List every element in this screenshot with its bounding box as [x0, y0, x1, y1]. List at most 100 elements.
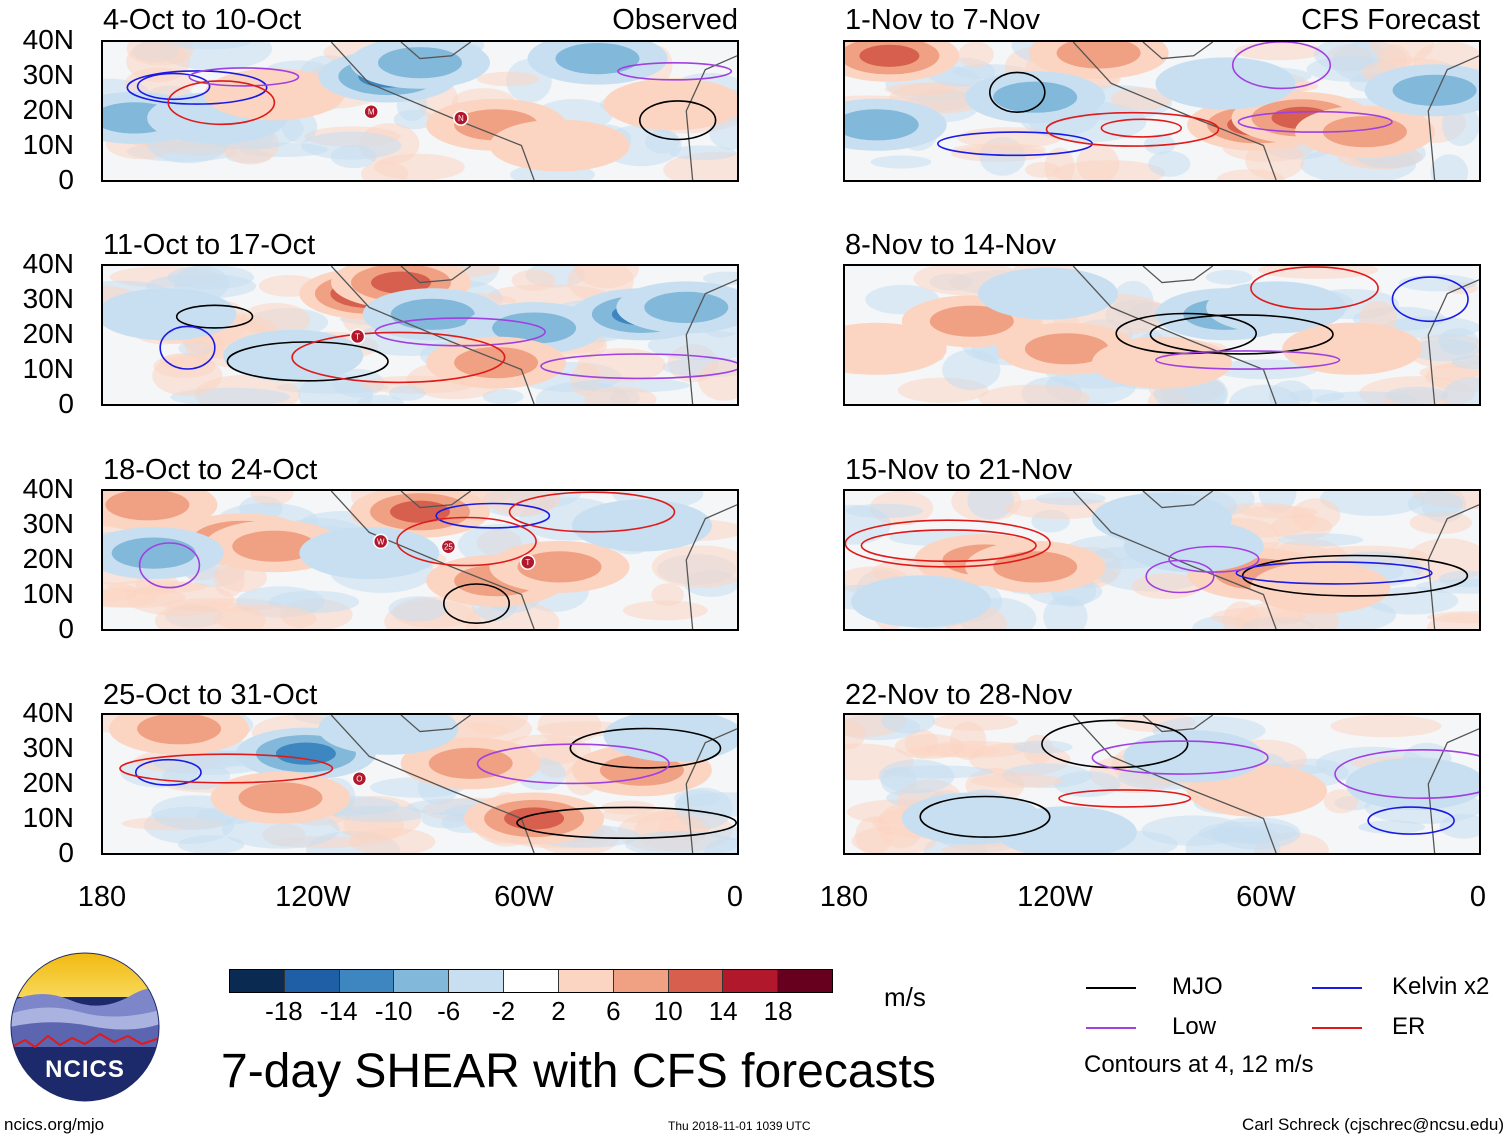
- colorbar-swatch: [339, 970, 395, 992]
- shear-patch: [651, 583, 684, 606]
- map-panel-fc1: [843, 40, 1481, 182]
- shear-anomaly: [845, 109, 919, 141]
- shear-field-obs2: T: [103, 266, 737, 404]
- colorbar-tick-label: -6: [437, 996, 461, 1026]
- shear-patch: [1407, 491, 1463, 517]
- colorbar-swatch: [668, 970, 724, 992]
- shear-patch: [1291, 498, 1341, 532]
- panel-title-obs1: 4-Oct to 10-Oct: [103, 4, 302, 36]
- shear-patch: [967, 491, 1014, 520]
- legend-label-er: ER: [1392, 1013, 1426, 1040]
- storm-marker: T: [520, 554, 536, 570]
- er-contour: [167, 80, 276, 126]
- figure-title: 7-day SHEAR with CFS forecasts: [221, 1045, 936, 1098]
- shear-anomaly: [555, 43, 640, 75]
- shear-anomaly: [644, 291, 729, 323]
- shear-patch: [1442, 377, 1479, 404]
- colorbar-tick-label: 10: [653, 996, 683, 1026]
- legend-swatch-er: [1312, 1027, 1362, 1029]
- shear-anomaly: [996, 806, 1137, 853]
- colorbar-tick-label: 18: [763, 996, 793, 1026]
- colorbar: [229, 969, 833, 993]
- colorbar-tick-label: -10: [374, 996, 413, 1026]
- x-tick-label: 60W: [494, 881, 554, 913]
- legend-swatch-mjo: [1086, 987, 1136, 989]
- shear-patch: [845, 719, 866, 750]
- mjo-contour: [516, 806, 737, 840]
- logo-text: NCICS: [45, 1056, 125, 1083]
- panel-tag-observed: Observed: [612, 4, 738, 36]
- map-panel-obs4: O: [101, 713, 739, 855]
- x-tick-label: 120W: [275, 881, 351, 913]
- storm-letter: T: [525, 558, 530, 567]
- shear-anomaly: [1392, 74, 1477, 106]
- shear-field-fc3: [845, 491, 1479, 629]
- shear-patch: [577, 348, 666, 382]
- shear-anomaly: [993, 81, 1078, 113]
- coastline: [330, 266, 737, 404]
- shear-field-obs1: MN: [103, 42, 737, 180]
- shear-patch: [388, 596, 448, 622]
- shear-anomaly: [1092, 492, 1232, 545]
- kelvin-contour: [135, 758, 202, 786]
- shear-patch: [1366, 586, 1459, 615]
- shear-patch: [373, 153, 465, 180]
- shear-anomaly: [1250, 561, 1391, 614]
- mjo-contour: [1041, 719, 1189, 769]
- y-tick-label: 10N: [22, 802, 74, 833]
- shear-anomaly: [504, 807, 565, 830]
- colorbar-tick-label: 14: [708, 996, 738, 1026]
- y-tick-label: 10N: [22, 578, 74, 609]
- mjo-contour: [569, 727, 722, 769]
- panel-title-fc2: 8-Nov to 14-Nov: [845, 229, 1057, 261]
- shear-patch: [164, 42, 251, 50]
- shear-patch: [477, 71, 540, 87]
- shear-patch: [958, 42, 994, 68]
- low-contour: [188, 67, 300, 87]
- storm-marker: W: [372, 533, 389, 550]
- shear-patch: [651, 545, 737, 588]
- shear-patch: [250, 491, 294, 506]
- shear-patch: [669, 145, 737, 161]
- shear-anomaly: [378, 47, 462, 79]
- shear-patch: [878, 759, 955, 794]
- shear-anomaly: [454, 347, 539, 379]
- shear-patch: [332, 368, 385, 398]
- map-panel-fc4: [843, 713, 1481, 855]
- x-tick-label: 0: [1469, 881, 1487, 913]
- shear-patch: [704, 837, 737, 853]
- shear-patch: [1144, 134, 1176, 155]
- y-tick-label: 0: [58, 388, 74, 419]
- colorbar-swatch: [394, 970, 450, 992]
- low-contour: [540, 353, 737, 380]
- legend-label-kelvin: Kelvin x2: [1392, 973, 1490, 1000]
- storm-letter: N: [458, 114, 464, 123]
- shear-anomaly: [603, 715, 737, 762]
- shear-patch: [845, 504, 891, 545]
- shear-patch: [1409, 338, 1479, 362]
- shear-patch: [152, 355, 223, 396]
- panel-title-obs2: 11-Oct to 17-Oct: [103, 229, 316, 261]
- map-panel-fc3: [843, 489, 1481, 631]
- y-tick-label: 0: [58, 164, 74, 195]
- footer-author: Carl Schreck (cjschrec@ncsu.edu): [1242, 1115, 1504, 1134]
- footer-site: ncics.org/mjo: [4, 1115, 105, 1134]
- shear-patch: [1419, 364, 1479, 381]
- y-tick-label: 40N: [22, 697, 74, 728]
- ncics-logo: NCICS: [10, 952, 160, 1102]
- shear-patch: [482, 389, 524, 404]
- storm-letter: M: [368, 108, 375, 117]
- shear-field-obs4: O: [103, 715, 737, 853]
- panel-title-fc1: 1-Nov to 7-Nov: [845, 4, 1041, 36]
- shear-patch: [1035, 491, 1106, 506]
- y-tick-label: 40N: [22, 24, 74, 55]
- shear-patch: [388, 385, 426, 401]
- kelvin-contour: [1235, 561, 1433, 585]
- shear-patch: [1430, 154, 1469, 180]
- low-contour: [1145, 559, 1215, 594]
- shear-anomaly: [1282, 322, 1423, 375]
- y-tick-label: 30N: [22, 732, 74, 763]
- shear-patch: [330, 145, 377, 169]
- y-tick-label: 0: [58, 837, 74, 868]
